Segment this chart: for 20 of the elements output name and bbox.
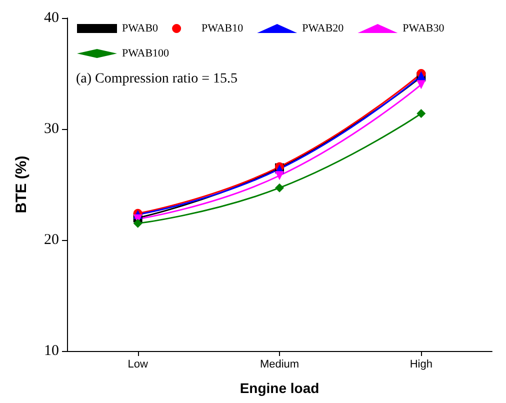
annotation: (a) Compression ratio = 15.5 — [76, 72, 238, 86]
y-tick-label: 30 — [44, 121, 59, 137]
point — [133, 218, 142, 228]
point — [275, 171, 284, 180]
y-tick-label: 20 — [44, 232, 59, 248]
legend-label: PWAB0 — [122, 22, 159, 34]
x-tick-label: Medium — [260, 358, 300, 370]
y-tick-label: 10 — [44, 343, 59, 359]
point — [275, 183, 284, 192]
legend-label: PWAB20 — [302, 22, 344, 34]
point — [416, 80, 426, 90]
x-tick-label: High — [410, 358, 432, 370]
y-tick-label: 40 — [44, 10, 59, 26]
legend-label: PWAB10 — [202, 22, 244, 34]
legend-label: PWAB30 — [402, 22, 445, 34]
x-tick-label: Low — [128, 358, 148, 370]
x-axis-title: Engine load — [240, 380, 320, 396]
point — [416, 108, 426, 118]
y-axis-title: BTE (%) — [13, 156, 30, 214]
legend-label: PWAB100 — [122, 48, 170, 60]
